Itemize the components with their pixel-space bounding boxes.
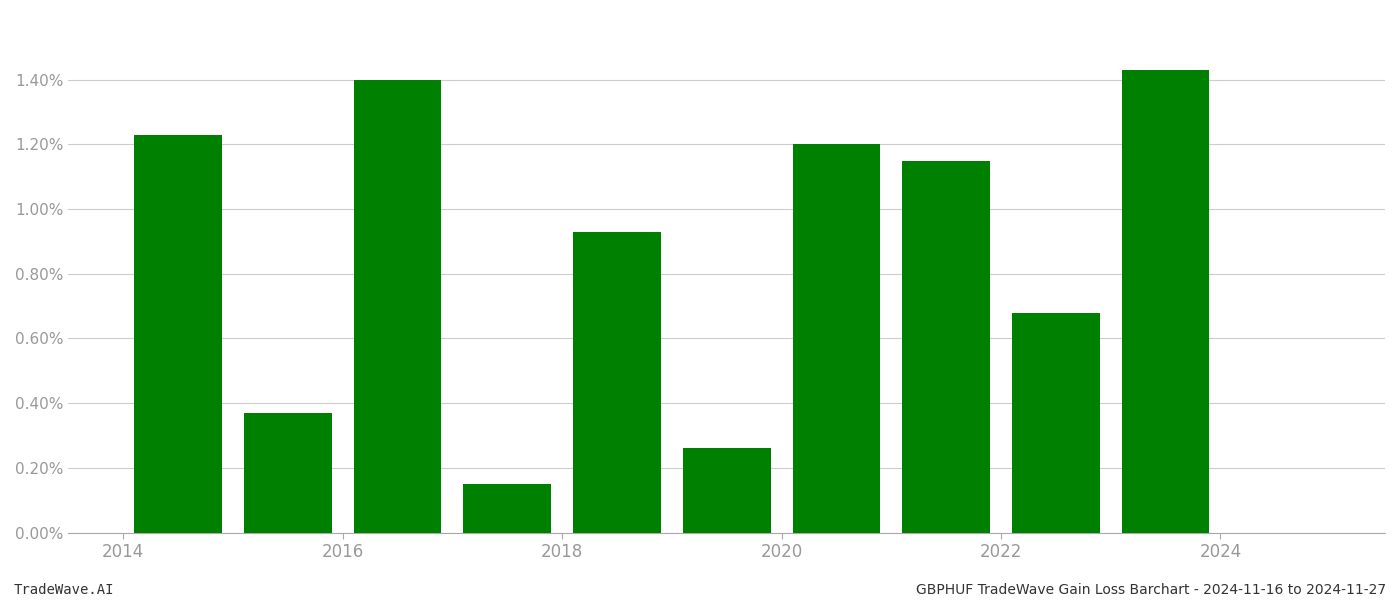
Text: TradeWave.AI: TradeWave.AI: [14, 583, 115, 597]
Bar: [134, 134, 223, 533]
Bar: [792, 145, 881, 533]
Bar: [902, 161, 990, 533]
Bar: [1121, 70, 1210, 533]
Bar: [1012, 313, 1100, 533]
Bar: [354, 80, 441, 533]
Bar: [244, 413, 332, 533]
Bar: [683, 448, 770, 533]
Text: GBPHUF TradeWave Gain Loss Barchart - 2024-11-16 to 2024-11-27: GBPHUF TradeWave Gain Loss Barchart - 20…: [916, 583, 1386, 597]
Bar: [463, 484, 552, 533]
Bar: [573, 232, 661, 533]
